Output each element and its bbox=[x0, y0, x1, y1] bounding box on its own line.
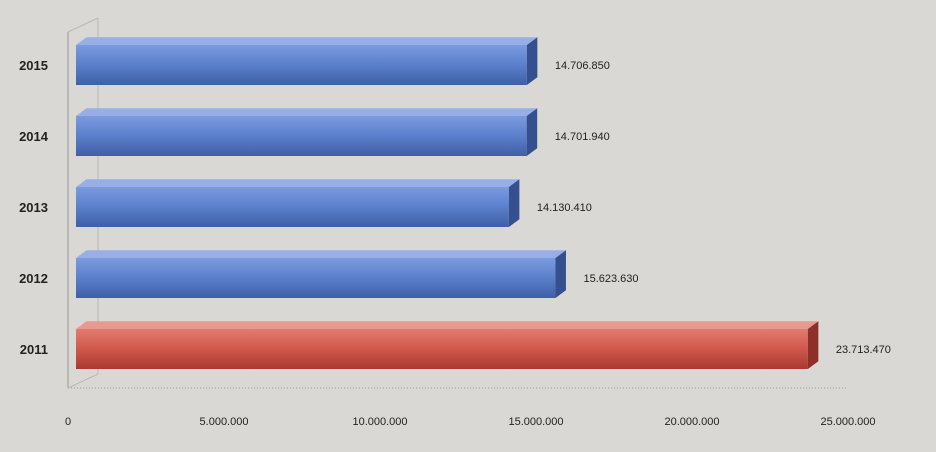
bar-front-face bbox=[76, 187, 509, 227]
data-label-2014: 14.701.940 bbox=[555, 131, 610, 143]
category-label-2014: 2014 bbox=[19, 129, 49, 144]
category-label-2012: 2012 bbox=[19, 271, 48, 286]
bar-front-face bbox=[76, 45, 527, 85]
x-tick-label: 5.000.000 bbox=[200, 416, 249, 428]
x-tick-label: 15.000.000 bbox=[508, 416, 563, 428]
bar-side-face bbox=[555, 250, 566, 298]
category-label-2015: 2015 bbox=[19, 58, 48, 73]
bar-front-face bbox=[76, 116, 527, 156]
category-label-2013: 2013 bbox=[19, 200, 48, 215]
bar-2013 bbox=[76, 179, 520, 227]
x-tick-label: 25.000.000 bbox=[820, 416, 875, 428]
bar-top-face bbox=[76, 179, 520, 187]
x-tick-label: 10.000.000 bbox=[352, 416, 407, 428]
bar-top-face bbox=[76, 250, 566, 258]
bar-side-face bbox=[508, 179, 520, 227]
bar-side-face bbox=[526, 108, 538, 156]
data-label-2015: 14.706.850 bbox=[555, 60, 610, 72]
bar-front-face bbox=[76, 258, 556, 298]
bars-layer bbox=[76, 37, 819, 369]
bar-2015 bbox=[76, 37, 538, 85]
depth-top-edge bbox=[67, 17, 99, 33]
category-label-2011: 2011 bbox=[20, 342, 48, 357]
data-label-2011: 23.713.470 bbox=[836, 344, 891, 356]
x-tick-label: 20.000.000 bbox=[664, 416, 719, 428]
bar-side-face bbox=[526, 37, 538, 85]
labels-layer: 0 5.000.000 10.000.000 15.000.000 20.000.000… bbox=[19, 58, 891, 428]
bar-top-face bbox=[76, 108, 538, 116]
bar-top-face bbox=[76, 37, 538, 45]
bar-2014 bbox=[76, 108, 538, 156]
depth-bottom-edge bbox=[67, 373, 99, 389]
data-label-2012: 15.623.630 bbox=[583, 273, 638, 285]
bar-2011 bbox=[76, 321, 819, 369]
x-tick-label: 0 bbox=[65, 416, 71, 428]
bar-side-face bbox=[807, 321, 819, 369]
data-label-2013: 14.130.410 bbox=[537, 202, 592, 214]
bar-front-face bbox=[76, 329, 808, 369]
bar-top-face bbox=[76, 321, 819, 329]
bar-2012 bbox=[76, 250, 566, 298]
